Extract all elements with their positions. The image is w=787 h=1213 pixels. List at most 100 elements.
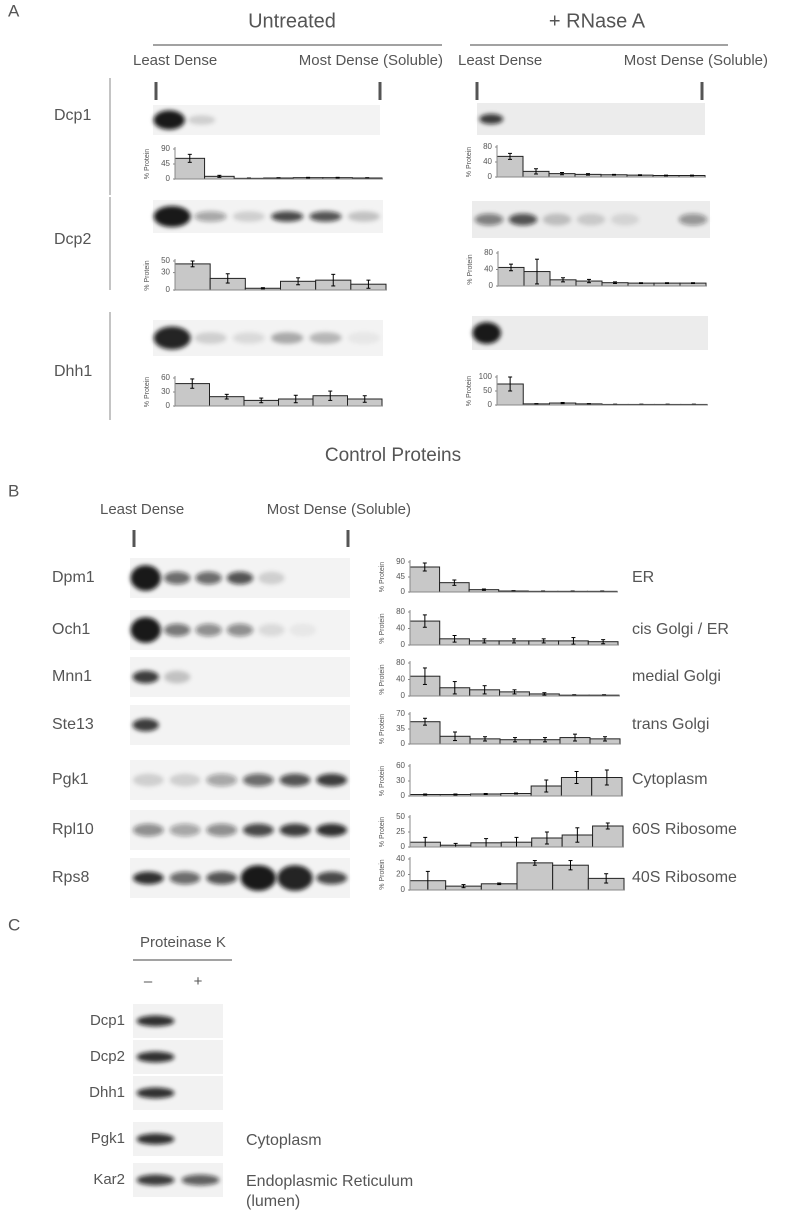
location-label: Endoplasmic Reticulum (246, 1173, 413, 1190)
error-bar (452, 635, 457, 643)
error-bar (225, 273, 230, 284)
y-tick-label: 45 (396, 572, 405, 581)
error-bar (461, 884, 466, 889)
bar (516, 862, 554, 891)
most-dense-label: Most Dense (Soluble) (267, 501, 411, 518)
band (226, 623, 254, 637)
band (132, 823, 164, 837)
y-tick-label: 0 (488, 400, 493, 409)
band (194, 332, 227, 344)
error-bar (605, 822, 610, 830)
error-bar (482, 638, 487, 644)
error-bar (187, 153, 192, 163)
band (163, 623, 191, 637)
protein-name: Ste13 (52, 716, 94, 733)
y-tick-label: 0 (401, 691, 406, 700)
y-tick-label: 20 (396, 870, 405, 879)
protein-name: Dcp2 (54, 231, 91, 248)
band (610, 213, 640, 226)
least-dense-label: Least Dense (133, 52, 217, 69)
error-bar (513, 737, 517, 743)
error-bar (331, 273, 336, 287)
error-bar (482, 685, 487, 695)
location-label: Cytoplasm (246, 1132, 322, 1149)
y-tick-label: 25 (396, 827, 405, 836)
band (206, 871, 238, 885)
error-bar (481, 588, 486, 591)
location-label: ER (632, 569, 654, 586)
error-bar (534, 168, 538, 175)
band (232, 332, 265, 344)
protein-name: Dcp1 (90, 1012, 125, 1029)
error-bar (544, 779, 549, 793)
error-bar (190, 378, 195, 389)
band (309, 211, 342, 222)
protein-name: Pgk1 (91, 1130, 125, 1147)
band (309, 332, 342, 344)
location-label: (lumen) (246, 1193, 300, 1210)
band (195, 623, 222, 637)
error-bar (190, 260, 195, 268)
band (316, 871, 348, 885)
y-tick-label: 0 (488, 172, 493, 181)
band (169, 871, 201, 885)
y-tick-label: 40 (484, 265, 493, 274)
error-bar (603, 736, 607, 742)
y-tick-label: 0 (489, 281, 494, 290)
band (153, 110, 185, 130)
blot (153, 105, 380, 135)
most-dense-label: Most Dense (Soluble) (624, 52, 768, 69)
protein-name: Dhh1 (54, 363, 92, 380)
error-bar (665, 282, 669, 285)
error-bar (362, 395, 367, 403)
error-bar (612, 173, 616, 176)
y-tick-label: 80 (483, 142, 492, 151)
band (163, 571, 191, 585)
error-bar (422, 667, 427, 685)
y-tick-label: 0 (401, 739, 406, 748)
protein-name: Dhh1 (89, 1084, 125, 1101)
band (347, 332, 380, 344)
y-axis-label: % Protein (379, 613, 386, 643)
band (169, 823, 201, 837)
error-bar (508, 376, 513, 392)
error-bar (366, 279, 371, 289)
error-bar (453, 731, 457, 742)
y-tick-label: 0 (166, 401, 171, 410)
error-bar (328, 390, 333, 401)
y-tick-label: 40 (483, 157, 492, 166)
blot (477, 103, 705, 135)
band (132, 670, 159, 684)
band (347, 211, 380, 222)
band (136, 1133, 175, 1145)
band (271, 211, 304, 222)
band (232, 211, 265, 222)
error-bar (453, 793, 458, 796)
error-bar (452, 579, 457, 586)
y-tick-label: 80 (396, 607, 405, 616)
band (163, 670, 191, 684)
error-bar (511, 590, 516, 592)
error-bar (532, 860, 537, 866)
error-bar (568, 860, 573, 871)
error-bar (224, 393, 229, 400)
band (136, 1051, 175, 1063)
band (678, 213, 708, 226)
y-tick-label: 0 (401, 791, 406, 800)
band (181, 1174, 220, 1186)
y-tick-label: 90 (161, 144, 170, 153)
band (279, 773, 311, 787)
y-axis-label: % Protein (466, 147, 473, 177)
y-tick-label: 50 (161, 256, 170, 265)
band (130, 565, 161, 591)
error-bar (572, 694, 577, 697)
error-bar (638, 174, 642, 176)
band (316, 773, 348, 787)
band (258, 571, 285, 585)
y-tick-label: 60 (161, 373, 170, 382)
panel-label: B (8, 481, 19, 500)
error-bar (601, 639, 606, 645)
protein-name: Rpl10 (52, 821, 94, 838)
error-bar (602, 694, 607, 697)
location-label: 40S Ribosome (632, 869, 737, 886)
